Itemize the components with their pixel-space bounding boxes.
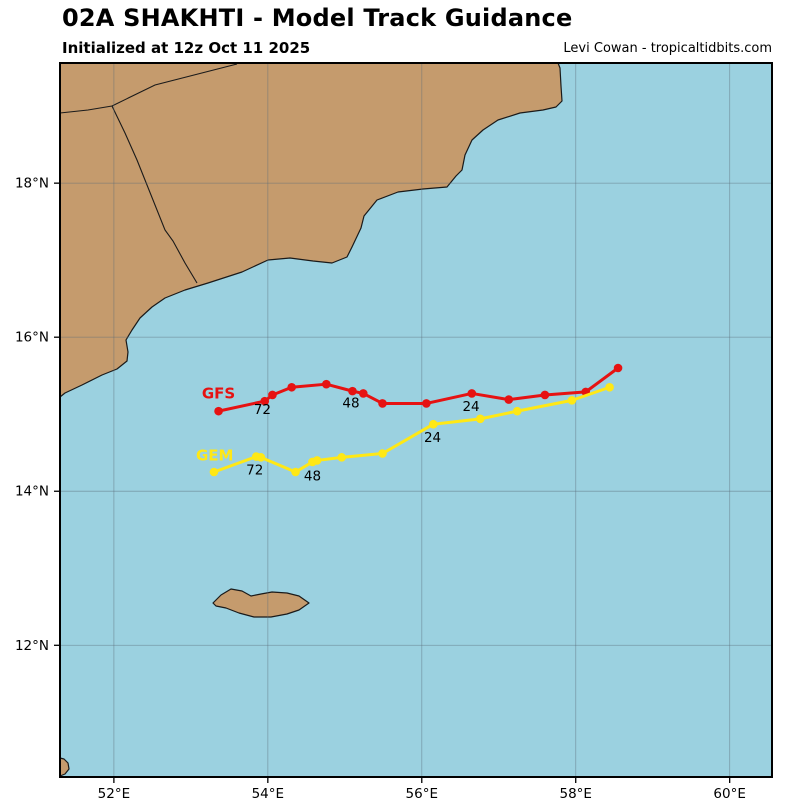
gem-model-label: GEM bbox=[196, 446, 234, 464]
track-point bbox=[287, 382, 296, 392]
track-point bbox=[512, 406, 522, 416]
hour-label: 24 bbox=[424, 430, 441, 446]
grid-lines bbox=[60, 63, 772, 777]
arabian-peninsula bbox=[59, 62, 563, 398]
track-point bbox=[378, 399, 387, 408]
track-point bbox=[322, 379, 331, 389]
track-point bbox=[378, 449, 387, 458]
track-point bbox=[567, 396, 577, 405]
hour-label: 72 bbox=[246, 462, 263, 478]
track-point bbox=[540, 390, 550, 400]
track-point bbox=[504, 395, 514, 404]
x-axis-label: 54°E bbox=[252, 786, 284, 800]
track-point bbox=[467, 389, 477, 398]
y-axis-label: 12°N bbox=[15, 638, 49, 654]
credit-label: Levi Cowan - tropicaltidbits.com bbox=[563, 41, 772, 56]
track-point bbox=[613, 363, 623, 373]
country-border bbox=[111, 105, 198, 284]
track-point bbox=[348, 386, 357, 396]
track-point bbox=[358, 389, 368, 398]
track-point bbox=[291, 467, 300, 477]
track-point bbox=[256, 453, 266, 462]
country-border bbox=[59, 105, 113, 114]
landmasses bbox=[59, 62, 563, 777]
track-point bbox=[337, 453, 347, 462]
track-point bbox=[209, 467, 219, 477]
track-point bbox=[422, 399, 431, 408]
x-axis-label: 58°E bbox=[559, 786, 591, 800]
x-axis-label: 56°E bbox=[406, 786, 438, 800]
figure-title: 02A SHAKHTI - Model Track Guidance bbox=[62, 4, 573, 32]
socotra-island bbox=[212, 588, 310, 618]
init-time-label: Initialized at 12z Oct 11 2025 bbox=[62, 39, 311, 57]
hour-label: 24 bbox=[462, 399, 479, 415]
y-axis-label: 14°N bbox=[15, 484, 49, 500]
track-point bbox=[475, 414, 485, 424]
track-point bbox=[268, 390, 277, 400]
track-point bbox=[260, 396, 270, 406]
country-borders bbox=[59, 63, 238, 284]
track-point bbox=[214, 406, 223, 416]
hour-label: 48 bbox=[342, 395, 359, 411]
axis-labels: 52°E 54°E 56°E 58°E 60°E 18°N 16°N 14°N 12°N bbox=[15, 176, 746, 800]
track-point bbox=[312, 456, 322, 465]
y-axis-label: 16°N bbox=[15, 330, 49, 346]
country-border bbox=[111, 63, 238, 107]
y-axis-label: 18°N bbox=[15, 176, 49, 192]
gfs-model-label: GFS bbox=[202, 385, 235, 403]
hour-label: 72 bbox=[254, 402, 271, 418]
track-point bbox=[605, 382, 614, 392]
x-axis-label: 60°E bbox=[713, 786, 745, 800]
gem-track: 72 48 24 GEM bbox=[196, 382, 614, 484]
gfs-track: 72 48 24 GFS bbox=[202, 363, 623, 418]
map-frame bbox=[59, 62, 773, 778]
track-point bbox=[429, 419, 438, 429]
x-axis-label: 52°E bbox=[98, 786, 130, 800]
hour-label: 48 bbox=[304, 468, 321, 484]
